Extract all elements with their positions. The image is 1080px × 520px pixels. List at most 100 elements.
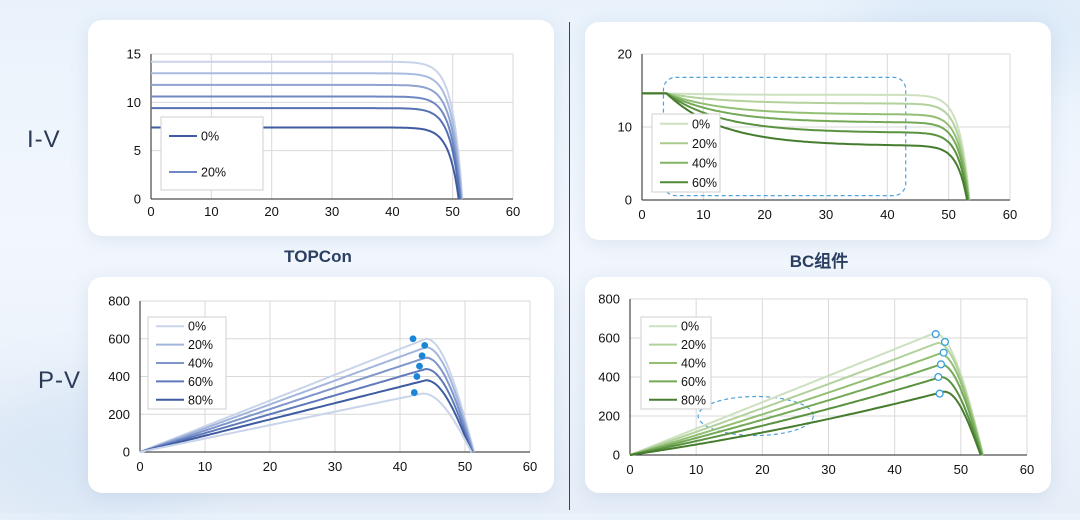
series-line bbox=[642, 92, 971, 201]
legend: 0% 20% 40% 60% 80% bbox=[147, 316, 227, 410]
topcon-iv-card: 0 10 20 30 40 50 60 0 5 10 15 0% 20% bbox=[88, 20, 554, 236]
series-line bbox=[139, 356, 474, 453]
series-line bbox=[139, 367, 474, 453]
x-tick-label: 20 bbox=[755, 462, 769, 477]
series-line bbox=[139, 346, 475, 453]
y-tick-label: 0 bbox=[123, 445, 130, 460]
y-tick-label: 400 bbox=[108, 369, 130, 384]
x-tick-label: 50 bbox=[954, 462, 968, 477]
y-tick-label: 400 bbox=[598, 370, 620, 385]
x-tick-label: 0 bbox=[638, 207, 645, 222]
y-tick-label: 10 bbox=[618, 120, 632, 135]
legend-label: 20% bbox=[201, 166, 226, 180]
mpp-marker bbox=[421, 341, 429, 349]
x-tick-label: 10 bbox=[198, 459, 212, 474]
y-tick-label: 20 bbox=[618, 47, 632, 62]
x-tick-label: 50 bbox=[941, 207, 955, 222]
x-tick-label: 60 bbox=[1003, 207, 1017, 222]
mpp-marker bbox=[931, 330, 940, 339]
x-tick-label: 40 bbox=[880, 207, 894, 222]
series-line bbox=[139, 379, 473, 453]
x-tick-label: 60 bbox=[1020, 462, 1034, 477]
legend-box bbox=[160, 116, 264, 191]
x-tick-label: 50 bbox=[458, 459, 472, 474]
x-tick-label: 0 bbox=[626, 462, 633, 477]
series-line bbox=[151, 83, 463, 200]
x-tick-label: 20 bbox=[757, 207, 771, 222]
x-tick-label: 10 bbox=[689, 462, 703, 477]
series-line bbox=[629, 332, 985, 456]
bc-iv-card: 0 10 20 30 40 50 60 0 10 20 0% 20% 40% 60% bbox=[585, 22, 1051, 240]
x-tick-label: 0 bbox=[136, 459, 143, 474]
legend-label: 40% bbox=[692, 156, 717, 170]
series-line bbox=[642, 92, 969, 201]
x-tick-label: 30 bbox=[325, 204, 339, 219]
mpp-marker bbox=[934, 372, 943, 382]
x-tick-label: 20 bbox=[264, 204, 278, 219]
x-tick-label: 40 bbox=[887, 462, 901, 477]
legend-label: 40% bbox=[188, 357, 213, 371]
topcon-caption: TOPCon bbox=[284, 247, 352, 266]
mpp-marker bbox=[416, 362, 423, 370]
y-tick-label: 200 bbox=[598, 409, 620, 424]
bc-iv-chart: 0 10 20 30 40 50 60 0 10 20 0% 20% 40% 60% bbox=[618, 47, 1018, 223]
x-tick-label: 0 bbox=[147, 204, 154, 219]
legend: 0% 20% 40% 60% 80% bbox=[640, 316, 712, 410]
y-tick-label: 800 bbox=[108, 294, 130, 309]
x-tick-label: 20 bbox=[263, 459, 277, 474]
mpp-marker bbox=[940, 337, 950, 346]
legend-label: 0% bbox=[681, 320, 699, 334]
legend-label: 60% bbox=[188, 375, 213, 389]
mpp-marker bbox=[935, 389, 944, 398]
mpp-marker bbox=[413, 373, 421, 380]
legend-label: 0% bbox=[692, 117, 710, 131]
iv-row-label: I-V bbox=[27, 126, 61, 153]
x-tick-label: 60 bbox=[523, 459, 537, 474]
legend-label: 20% bbox=[692, 137, 717, 151]
legend-label: 80% bbox=[681, 393, 706, 407]
y-tick-label: 0 bbox=[613, 448, 620, 463]
series-line bbox=[139, 337, 476, 453]
y-tick-label: 15 bbox=[127, 47, 141, 62]
bc-caption: BC组件 bbox=[789, 252, 849, 271]
series-line bbox=[629, 363, 983, 456]
x-tick-label: 40 bbox=[385, 204, 399, 219]
series-line bbox=[629, 341, 984, 456]
mpp-marker bbox=[939, 348, 948, 357]
legend-label: 0% bbox=[188, 320, 206, 334]
x-tick-label: 10 bbox=[204, 204, 218, 219]
x-tick-label: 60 bbox=[506, 204, 520, 219]
series-line bbox=[151, 107, 461, 200]
y-tick-label: 600 bbox=[598, 331, 620, 346]
legend: 0% 20% 40% 60% bbox=[651, 113, 721, 193]
series-line bbox=[629, 390, 982, 456]
legend: 0% 20% bbox=[160, 116, 264, 191]
mpp-marker bbox=[936, 360, 946, 369]
series-line bbox=[151, 60, 464, 200]
legend-label: 80% bbox=[188, 393, 213, 407]
y-tick-label: 200 bbox=[108, 407, 130, 422]
series-line bbox=[151, 72, 463, 200]
legend-label: 40% bbox=[681, 357, 706, 371]
legend-label: 60% bbox=[681, 375, 706, 389]
topcon-pv-card: 0 10 20 30 40 50 60 0 200 400 600 800 0% 20% 40% 60% 80% bbox=[88, 277, 554, 493]
y-tick-label: 0 bbox=[625, 193, 632, 208]
panel-divider bbox=[569, 22, 570, 510]
bc-pv-card: 0 10 20 30 40 50 60 0 200 400 600 800 0% 20% 40% 60% 80% bbox=[585, 277, 1051, 493]
y-tick-label: 10 bbox=[127, 95, 141, 110]
legend-label: 0% bbox=[201, 130, 219, 144]
dashed-highlight-ellipse bbox=[697, 395, 814, 437]
y-tick-label: 800 bbox=[598, 292, 620, 307]
y-tick-label: 0 bbox=[134, 192, 141, 207]
x-tick-label: 30 bbox=[328, 459, 342, 474]
x-tick-label: 30 bbox=[821, 462, 835, 477]
y-tick-label: 600 bbox=[108, 331, 130, 346]
series-line bbox=[642, 92, 970, 201]
mpp-marker bbox=[409, 335, 417, 343]
legend-box bbox=[651, 113, 721, 193]
legend-label: 20% bbox=[681, 338, 706, 352]
pv-row-label: P-V bbox=[38, 367, 82, 394]
x-tick-label: 40 bbox=[393, 459, 407, 474]
